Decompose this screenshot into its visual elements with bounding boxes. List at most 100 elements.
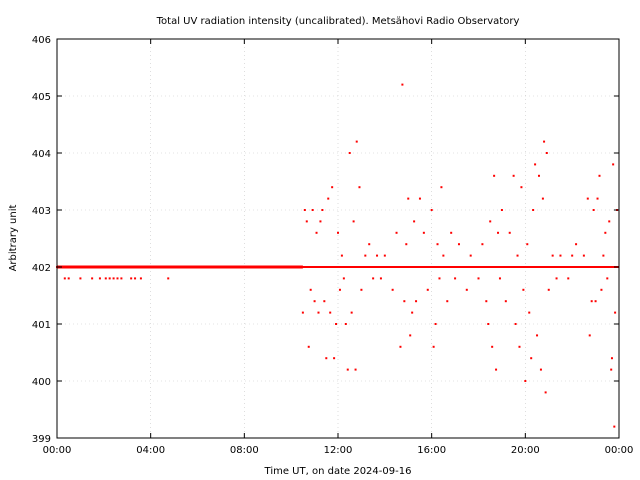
data-point bbox=[490, 266, 493, 268]
data-point bbox=[493, 174, 496, 177]
data-point bbox=[612, 163, 615, 166]
data-point bbox=[607, 266, 610, 268]
data-point bbox=[336, 266, 339, 268]
data-point bbox=[430, 209, 433, 211]
data-point bbox=[339, 266, 342, 268]
y-tick-label: 399 bbox=[32, 434, 51, 445]
data-point bbox=[481, 266, 484, 268]
data-point bbox=[167, 277, 170, 280]
data-point bbox=[446, 300, 449, 303]
data-point bbox=[321, 209, 324, 211]
data-point bbox=[307, 345, 310, 348]
data-point bbox=[417, 266, 420, 268]
data-point bbox=[134, 277, 137, 280]
data-point bbox=[409, 334, 412, 337]
data-point bbox=[582, 266, 585, 268]
data-point bbox=[354, 368, 357, 371]
data-point bbox=[450, 266, 453, 268]
data-point bbox=[403, 266, 406, 268]
data-point bbox=[439, 266, 442, 268]
data-point bbox=[500, 266, 503, 268]
data-point bbox=[512, 174, 515, 177]
data-point bbox=[544, 391, 547, 394]
data-point bbox=[518, 345, 521, 348]
data-point bbox=[557, 266, 560, 268]
data-point bbox=[610, 357, 613, 360]
data-point bbox=[431, 266, 434, 268]
data-point bbox=[342, 277, 345, 280]
data-point bbox=[594, 300, 597, 303]
data-point bbox=[347, 266, 350, 268]
data-point bbox=[508, 231, 511, 234]
data-point bbox=[613, 425, 616, 428]
x-tick-label: 04:00 bbox=[136, 445, 165, 456]
data-point bbox=[305, 220, 308, 223]
data-point bbox=[337, 266, 340, 268]
data-point bbox=[524, 380, 527, 382]
y-axis-label: Arbitrary unit bbox=[8, 205, 19, 272]
data-point bbox=[306, 266, 309, 268]
data-point bbox=[367, 266, 370, 268]
data-point bbox=[326, 266, 329, 268]
data-point bbox=[360, 288, 363, 291]
data-point bbox=[425, 266, 428, 268]
y-tick-label: 405 bbox=[32, 92, 51, 103]
data-point bbox=[120, 277, 123, 280]
y-tick-label: 406 bbox=[32, 35, 51, 46]
data-point bbox=[545, 152, 548, 154]
data-point bbox=[541, 197, 544, 200]
data-point bbox=[539, 368, 542, 371]
data-point bbox=[585, 266, 588, 268]
data-point bbox=[530, 357, 533, 360]
data-point bbox=[478, 266, 481, 268]
data-point bbox=[379, 277, 382, 280]
data-point bbox=[518, 266, 521, 268]
data-point bbox=[511, 266, 514, 268]
data-point bbox=[426, 288, 429, 291]
data-point bbox=[481, 243, 484, 246]
x-tick-label: 00:00 bbox=[605, 445, 634, 456]
data-point bbox=[489, 266, 492, 268]
data-point bbox=[91, 277, 94, 280]
data-point bbox=[392, 266, 395, 268]
data-point bbox=[486, 266, 489, 268]
data-point bbox=[440, 186, 443, 189]
data-point bbox=[401, 83, 404, 86]
data-point bbox=[548, 266, 551, 268]
data-point bbox=[344, 323, 347, 325]
chart-title: Total UV radiation intensity (uncalibrat… bbox=[156, 16, 520, 27]
data-point bbox=[581, 266, 584, 268]
data-point bbox=[598, 174, 601, 177]
data-point bbox=[432, 345, 435, 348]
data-point bbox=[434, 323, 437, 325]
data-point bbox=[108, 277, 111, 280]
data-point bbox=[592, 209, 595, 211]
data-point bbox=[600, 266, 603, 268]
data-point bbox=[495, 266, 498, 268]
data-point bbox=[319, 266, 322, 268]
data-point bbox=[411, 266, 414, 268]
data-point bbox=[497, 231, 500, 234]
data-point bbox=[491, 345, 494, 348]
data-point bbox=[450, 231, 453, 234]
data-point bbox=[477, 277, 480, 280]
data-point bbox=[589, 266, 592, 268]
data-point bbox=[329, 266, 332, 268]
data-point bbox=[325, 357, 328, 360]
data-point bbox=[614, 311, 617, 314]
data-point bbox=[493, 266, 496, 268]
data-point bbox=[426, 266, 429, 268]
data-point bbox=[386, 266, 389, 268]
data-point bbox=[531, 266, 534, 268]
data-point bbox=[323, 266, 326, 268]
data-point bbox=[475, 266, 478, 268]
data-point bbox=[376, 266, 379, 268]
data-point bbox=[543, 266, 546, 268]
data-point bbox=[590, 300, 593, 303]
data-point bbox=[526, 243, 529, 246]
data-point bbox=[461, 266, 464, 268]
data-point bbox=[383, 266, 386, 268]
data-point bbox=[561, 266, 564, 268]
data-point bbox=[612, 266, 615, 268]
data-point bbox=[534, 163, 537, 166]
